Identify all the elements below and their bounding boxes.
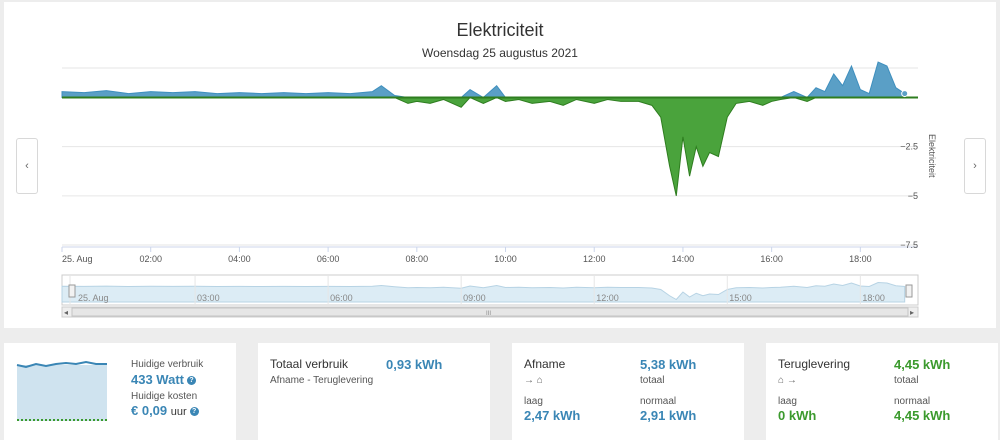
teruglevering-title: Teruglevering [778, 357, 851, 371]
teruglevering-low-label: laag [778, 396, 797, 407]
y-axis: −2.5 −5 −7.5 [900, 142, 918, 250]
x-tick-label: 14:00 [672, 254, 695, 264]
chart-series [61, 61, 918, 196]
navigator-label: 18:00 [862, 293, 885, 303]
x-tick-label: 10:00 [494, 254, 517, 264]
scroll-grip: III [486, 311, 491, 317]
scroll-right-arrow[interactable]: ▸ [910, 308, 914, 317]
home-to-grid-icon: ⌂ → [778, 375, 797, 386]
y-tick-label: −2.5 [900, 142, 918, 152]
afname-total-value: 5,38 kWh [640, 357, 697, 372]
teruglevering-low-value: 0 kWh [778, 408, 817, 423]
x-axis: 25. Aug 02:00 04:00 06:00 08:00 10:00 12:00 14:… [61, 246, 918, 264]
grid-to-home-icon: → ⌂ [524, 375, 543, 386]
teruglevering-normal-label: normaal [894, 396, 931, 407]
afname-title: Afname [524, 357, 566, 371]
chevron-right-icon: › [973, 160, 977, 172]
next-day-button[interactable]: › [964, 138, 986, 194]
help-icon[interactable]: ? [186, 376, 196, 386]
navigator-labels: 25. Aug 03:00 06:00 09:00 12:00 15:00 18:00 [69, 276, 885, 304]
x-tick-label: 16:00 [760, 254, 783, 264]
chart-title: Elektriciteit [456, 20, 544, 40]
afname-normal-value: 2,91 kWh [640, 408, 697, 423]
x-tick-label: 25. Aug [62, 254, 93, 264]
afname-total-label: totaal [640, 375, 665, 386]
current-usage-card: Huidige verbruik 433 Watt? Huidige koste… [4, 343, 236, 440]
navigator-label: 15:00 [729, 293, 752, 303]
total-value: 0,93 kWh [386, 357, 443, 372]
navigator-label: 12:00 [596, 293, 619, 303]
usage-value: 433 Watt? [131, 372, 196, 387]
consumption-area [61, 61, 906, 99]
x-tick-label: 12:00 [583, 254, 606, 264]
y-tick-label: −5 [908, 191, 918, 201]
x-tick-label: 18:00 [849, 254, 872, 264]
x-tick-label: 06:00 [317, 254, 340, 264]
chevron-left-icon: ‹ [25, 160, 29, 172]
afname-normal-label: normaal [640, 396, 677, 407]
usage-sparkline [16, 360, 107, 421]
teruglevering-total-label: totaal [894, 375, 919, 386]
afname-card: Afname → ⌂ 5,38 kWh totaal laag 2,47 kWh… [512, 343, 744, 440]
navigator-label: 25. Aug [78, 293, 109, 303]
afname-low-label: laag [524, 396, 543, 407]
cost-value-text: € 0,09 [131, 403, 168, 418]
total-subtitle: Afname - Teruglevering [270, 375, 374, 386]
navigator-label: 06:00 [330, 293, 353, 303]
x-tick-label: 02:00 [139, 254, 162, 264]
teruglevering-card: Teruglevering ⌂ → 4,45 kWh totaal laag 0… [766, 343, 998, 440]
y-axis-title: Elektriciteit [927, 134, 937, 178]
cost-label: Huidige kosten [131, 391, 198, 402]
afname-low-value: 2,47 kWh [524, 408, 581, 423]
electricity-chart[interactable]: 25. Aug 02:00 04:00 06:00 08:00 10:00 12:00 14:… [0, 0, 1000, 330]
scroll-left-arrow[interactable]: ◂ [64, 308, 68, 317]
navigator-handle-right[interactable] [905, 284, 913, 298]
teruglevering-normal-value: 4,45 kWh [894, 408, 951, 423]
cost-value: € 0,09 uur? [131, 403, 199, 418]
y-tick-label: −7.5 [900, 240, 918, 250]
chart-subtitle: Woensdag 25 augustus 2021 [422, 46, 578, 60]
usage-label: Huidige verbruik [131, 359, 204, 370]
navigator-label: 03:00 [197, 293, 220, 303]
previous-day-button[interactable]: ‹ [16, 138, 38, 194]
total-title: Totaal verbruik [270, 357, 349, 371]
cost-unit: uur [170, 406, 187, 418]
navigator-handle-left[interactable] [68, 284, 76, 298]
chart-panel [4, 2, 996, 328]
navigator-label: 09:00 [463, 293, 486, 303]
usage-value-text: 433 Watt [131, 372, 184, 387]
navigator-scrollbar-thumb[interactable] [71, 307, 909, 317]
help-icon[interactable]: ? [189, 407, 199, 417]
current-point-marker [901, 90, 909, 98]
navigator-series [61, 281, 906, 303]
teruglevering-total-value: 4,45 kWh [894, 357, 951, 372]
total-usage-card: Totaal verbruik 0,93 kWh Afname - Terugl… [258, 343, 490, 440]
navigator[interactable]: 25. Aug 03:00 06:00 09:00 12:00 15:00 18:00 ◂ … [61, 274, 919, 318]
x-tick-label: 04:00 [228, 254, 251, 264]
x-tick-label: 08:00 [406, 254, 429, 264]
